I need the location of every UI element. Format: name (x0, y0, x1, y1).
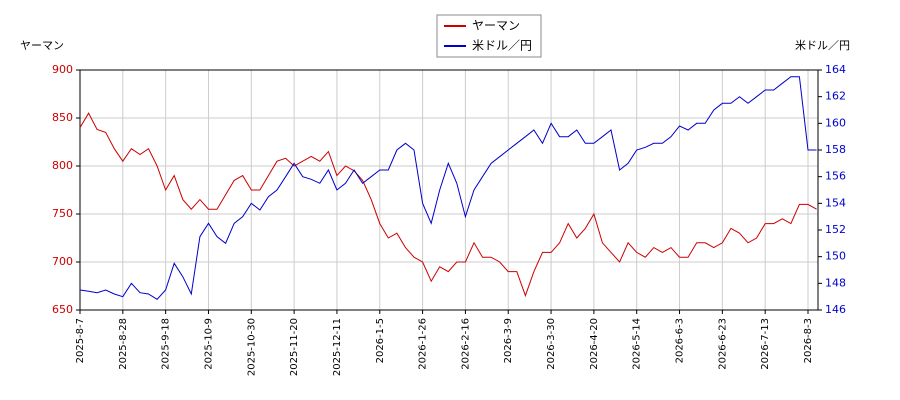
x-tick-label: 2026-6-3 (675, 318, 686, 363)
y2-tick-label: 152 (825, 223, 846, 236)
y2-tick-label: 156 (825, 170, 846, 183)
y2-tick-label: 164 (825, 63, 846, 76)
x-tick-label: 2026-1-5 (375, 318, 386, 363)
y2-tick-label: 154 (825, 196, 846, 209)
x-tick-label: 2025-9-18 (161, 318, 172, 370)
y-tick-label: 750 (52, 207, 73, 220)
y2-tick-label: 160 (825, 116, 846, 129)
y-tick-label: 900 (52, 63, 73, 76)
y2-tick-label: 146 (825, 303, 846, 316)
legend-label: ヤーマン (472, 19, 520, 33)
x-tick-label: 2025-11-20 (289, 318, 300, 376)
x-tick-label: 2026-1-26 (418, 318, 429, 370)
x-tick-label: 2025-8-28 (118, 318, 129, 370)
x-tick-label: 2026-3-9 (503, 318, 514, 363)
x-tick-label: 2026-2-16 (460, 318, 471, 370)
y-axis-label: ヤーマン (20, 39, 64, 52)
y2-tick-label: 162 (825, 90, 846, 103)
plot-frame (79, 69, 819, 311)
x-tick-label: 2026-7-13 (760, 318, 771, 370)
y-tick-label: 700 (52, 255, 73, 268)
x-tick-label: 2026-3-30 (546, 318, 557, 370)
x-tick-label: 2026-8-3 (803, 318, 814, 363)
x-tick-label: 2025-12-11 (332, 318, 343, 376)
x-tick-label: 2025-10-9 (203, 318, 214, 370)
y2-axis-label: 米ドル／円 (795, 39, 850, 52)
x-tick-label: 2025-8-7 (75, 318, 86, 363)
legend-box (436, 14, 542, 58)
y2-tick-label: 148 (825, 276, 846, 289)
y-tick-label: 850 (52, 111, 73, 124)
y-tick-label: 650 (52, 303, 73, 316)
y2-tick-label: 150 (825, 250, 846, 263)
x-tick-label: 2026-5-14 (632, 318, 643, 370)
y2-tick-label: 158 (825, 143, 846, 156)
x-tick-label: 2025-10-30 (246, 318, 257, 376)
series-line (79, 76, 817, 300)
legend-label: 米ドル／円 (472, 39, 532, 53)
series-line (79, 112, 817, 298)
x-tick-label: 2026-6-23 (717, 318, 728, 370)
y-tick-label: 800 (52, 159, 73, 172)
x-tick-label: 2026-4-20 (589, 318, 600, 370)
